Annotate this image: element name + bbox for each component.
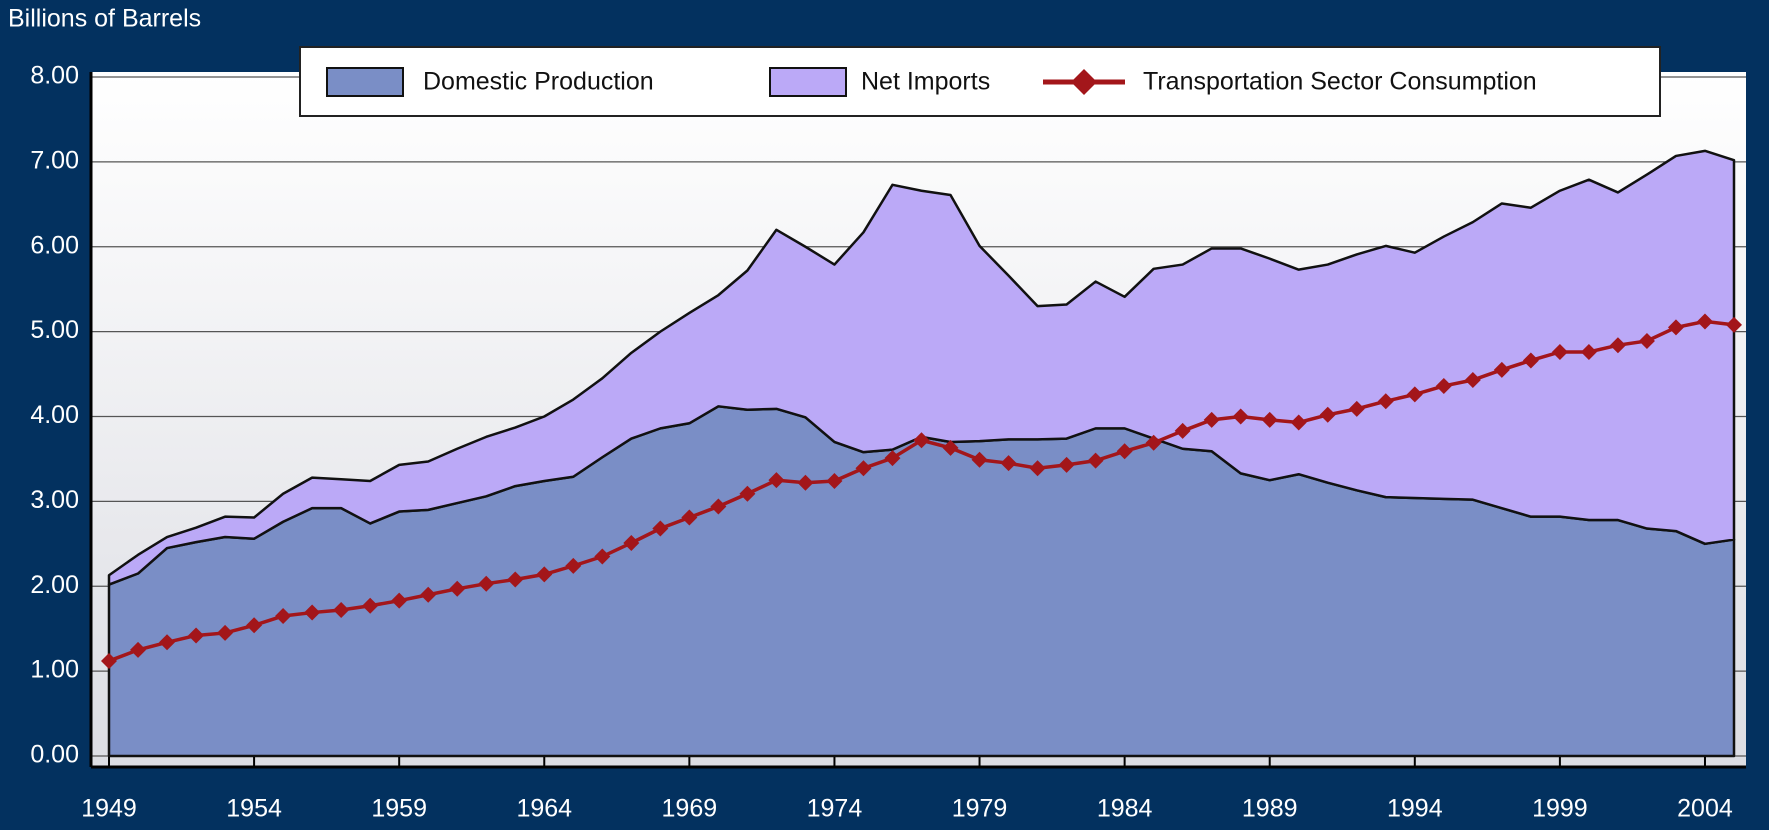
areas: [107, 149, 1736, 758]
line-marker: [246, 617, 263, 634]
line-marker: [449, 580, 466, 597]
x-tick-label: 1999: [1532, 795, 1588, 823]
line-marker: [1145, 434, 1162, 451]
y-tick-label: 6.00: [30, 231, 79, 259]
line-marker: [913, 432, 930, 449]
line-marker: [1726, 316, 1742, 333]
line-marker: [1174, 422, 1191, 439]
legend: Domestic Production Net Imports Transporta…: [299, 46, 1661, 117]
x-tick-label: 1984: [1097, 795, 1153, 823]
line-marker: [1000, 455, 1017, 472]
line-marker: [884, 450, 901, 467]
y-tick-label: 7.00: [30, 146, 79, 174]
line-marker: [1116, 443, 1133, 460]
y-tick-label: 0.00: [30, 741, 79, 769]
line-marker: [1058, 456, 1075, 473]
line-marker: [971, 451, 988, 468]
line-marker: [768, 472, 785, 489]
line-marker: [1348, 400, 1365, 417]
x-tick-label: 1989: [1242, 795, 1298, 823]
line-marker: [275, 607, 292, 624]
line-marker: [507, 571, 524, 588]
x-tick-label: 1969: [662, 795, 718, 823]
line-marker: [1232, 408, 1249, 425]
y-tick-label: 5.00: [30, 316, 79, 344]
line-marker: [1029, 460, 1046, 477]
legend-label: Domestic Production: [423, 68, 654, 96]
line-marker: [710, 498, 727, 515]
x-tick-label: 1959: [371, 795, 427, 823]
x-tick-label: 1979: [952, 795, 1008, 823]
line-marker: [797, 474, 814, 491]
line-marker: [565, 557, 582, 574]
line-marker: [1261, 411, 1278, 428]
y-tick-label: 1.00: [30, 656, 79, 684]
x-tick-label: 1954: [226, 795, 282, 823]
line-marker: [623, 534, 640, 551]
area: [107, 149, 1736, 586]
legend-label: Transportation Sector Consumption: [1143, 68, 1537, 96]
line-marker: [1609, 337, 1626, 354]
line-marker: [478, 575, 495, 592]
line-marker: [101, 652, 117, 669]
line-marker: [855, 460, 872, 477]
line-marker: [1667, 319, 1684, 336]
line-marker: [1464, 372, 1481, 389]
y-tick-label: 3.00: [30, 486, 79, 514]
line-marker: [1087, 452, 1104, 469]
x-tick-label: 1994: [1387, 795, 1443, 823]
line-marker: [333, 602, 350, 619]
line-marker: [1406, 386, 1423, 403]
line-marker: [739, 485, 756, 502]
line-marker: [1319, 406, 1336, 423]
line-marker: [536, 566, 553, 583]
line-marker: [1638, 332, 1655, 349]
line-marker: [942, 439, 959, 456]
y-axis-label: Billions of Barrels: [8, 5, 201, 33]
line-marker: [826, 473, 843, 490]
legend-marker: [1071, 69, 1097, 95]
line-marker: [594, 548, 611, 565]
legend-label: Net Imports: [861, 68, 990, 96]
line-marker: [217, 624, 234, 641]
y-tick-label: 4.00: [30, 401, 79, 429]
axes: 0.00 1.00 2.00 3.00 4.00 5.00 6.00 7.00 8.00 1949…: [30, 62, 1746, 823]
line-marker: [159, 634, 176, 651]
legend-swatch: [326, 67, 404, 97]
line-marker: [362, 597, 379, 614]
line-marker: [1493, 361, 1510, 378]
y-tick-label: 8.00: [30, 62, 79, 90]
line-marker: [1580, 343, 1597, 360]
line-marker: [188, 627, 205, 644]
x-tick-label: 1964: [516, 795, 572, 823]
legend-swatch: [769, 67, 847, 97]
line-marker: [420, 586, 437, 603]
line-marker: [1696, 313, 1713, 330]
line-marker: [1203, 411, 1220, 428]
y-tick-label: 2.00: [30, 571, 79, 599]
x-tick-label: 2004: [1677, 795, 1733, 823]
line-marker: [681, 509, 698, 526]
line-marker: [652, 520, 669, 537]
line-marker: [1435, 377, 1452, 394]
line-marker: [304, 604, 321, 621]
x-tick-label: 1974: [807, 795, 863, 823]
line-marker: [1290, 414, 1307, 431]
legend-box: [299, 46, 1661, 117]
line-marker: [1522, 352, 1539, 369]
line-marker: [1377, 393, 1394, 410]
line-marker: [391, 592, 408, 609]
lines: [101, 313, 1742, 669]
x-tick-label: 1949: [81, 795, 137, 823]
line-marker: [1551, 343, 1568, 360]
line-marker: [130, 641, 147, 658]
